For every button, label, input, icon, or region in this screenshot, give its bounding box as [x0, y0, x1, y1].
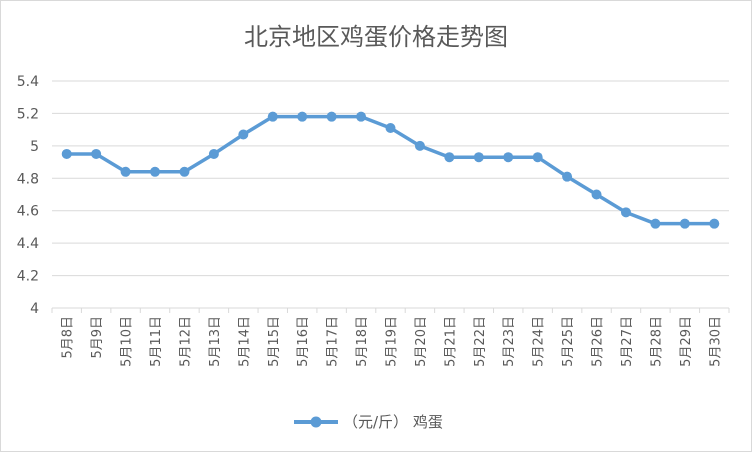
data-point[interactable] [591, 189, 602, 200]
x-tick-label: 5月29日 [679, 316, 694, 367]
y-tick-label: 4.4 [17, 236, 39, 252]
data-point[interactable] [620, 207, 631, 218]
x-tick-label: 5月12日 [178, 316, 193, 367]
data-point[interactable] [414, 140, 425, 151]
y-tick-label: 4.2 [17, 269, 39, 285]
x-tick-label: 5月13日 [208, 316, 223, 367]
x-tick-label: 5月14日 [237, 316, 252, 367]
x-tick-label: 5月27日 [620, 316, 635, 367]
x-tick-label: 5月24日 [532, 316, 547, 367]
chart-title: 北京地区鸡蛋价格走势图 [244, 23, 508, 51]
x-axis-ticks: 5月8日 5月9日 5月10日 5月11日 5月12日 5月13日 5月14日 5月15日 5月… [51, 308, 730, 367]
data-point[interactable] [356, 111, 367, 122]
y-tick-label: 5.4 [17, 74, 39, 90]
x-tick-label: 5月10日 [120, 316, 135, 367]
data-point[interactable] [709, 218, 720, 229]
legend[interactable]: （元/斤） 鸡蛋 [294, 413, 443, 431]
x-tick-label: 5月23日 [502, 316, 517, 367]
y-tick-label: 4 [30, 301, 39, 317]
data-point[interactable] [326, 111, 337, 122]
x-tick-label: 5月16日 [296, 316, 311, 367]
x-tick-label: 5月28日 [649, 316, 664, 367]
x-tick-label: 5月11日 [149, 316, 164, 367]
y-tick-label: 5 [30, 139, 39, 155]
data-point[interactable] [238, 129, 249, 140]
x-tick-label: 5月15日 [267, 316, 282, 367]
series-layer [61, 111, 720, 229]
y-axis-ticks: 4 4.2 4.4 4.6 4.8 5 5.2 5.4 [17, 74, 39, 317]
data-point[interactable] [120, 166, 131, 177]
x-tick-label: 5月17日 [326, 316, 341, 367]
x-tick-label: 5月30日 [708, 316, 723, 367]
x-tick-label: 5月21日 [443, 316, 458, 367]
data-point[interactable] [208, 148, 219, 159]
data-point[interactable] [444, 152, 455, 163]
x-tick-label: 5月9日 [90, 316, 105, 359]
data-point[interactable] [679, 218, 690, 229]
y-tick-label: 4.6 [17, 204, 39, 220]
legend-marker-icon [310, 416, 322, 428]
x-tick-label: 5月22日 [473, 316, 488, 367]
x-tick-label: 5月20日 [414, 316, 429, 367]
data-point[interactable] [503, 152, 514, 163]
data-point[interactable] [61, 148, 72, 159]
x-tick-label: 5月8日 [61, 316, 76, 359]
data-point[interactable] [267, 111, 278, 122]
y-tick-label: 5.2 [17, 106, 39, 122]
x-tick-label: 5月26日 [591, 316, 606, 367]
x-tick-label: 5月25日 [561, 316, 576, 367]
data-point[interactable] [385, 123, 396, 134]
data-point[interactable] [91, 148, 102, 159]
x-tick-label: 5月19日 [385, 316, 400, 367]
x-tick-label: 5月18日 [355, 316, 370, 367]
data-point[interactable] [650, 218, 661, 229]
data-point[interactable] [562, 171, 573, 182]
data-point[interactable] [297, 111, 308, 122]
y-tick-label: 4.8 [17, 171, 39, 187]
data-point[interactable] [473, 152, 484, 163]
legend-label: （元/斤） 鸡蛋 [343, 413, 443, 431]
data-point[interactable] [179, 166, 190, 177]
grid-lines [52, 80, 729, 309]
data-point[interactable] [532, 152, 543, 163]
data-point[interactable] [150, 166, 161, 177]
